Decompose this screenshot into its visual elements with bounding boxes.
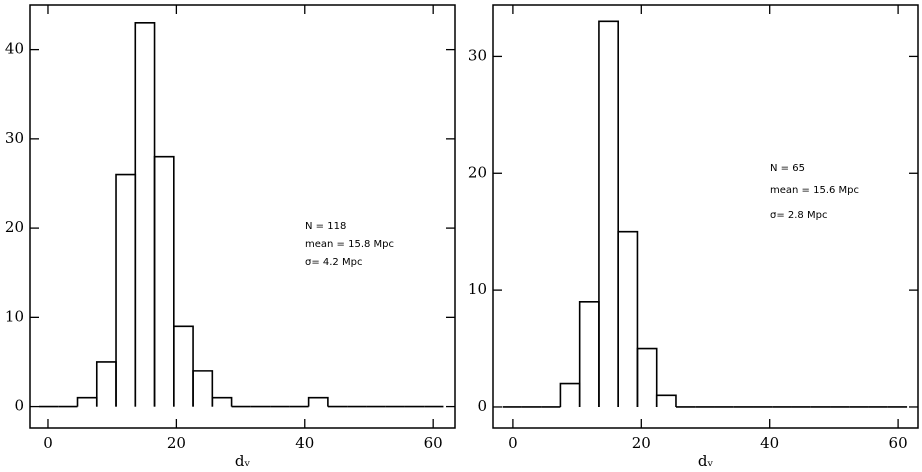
histogram-bar — [115, 173, 137, 407]
histogram-bar — [307, 396, 329, 407]
histogram-bar — [134, 22, 156, 407]
histogram-bar — [211, 396, 233, 407]
histogram-bar — [559, 382, 581, 407]
histogram-bar — [617, 230, 639, 407]
plot-frame — [492, 4, 919, 429]
histogram-bar — [655, 394, 677, 407]
histogram-bar — [636, 347, 658, 407]
y-tick-label: 30 — [468, 46, 487, 64]
x-tick-label: 0 — [508, 434, 518, 452]
x-tick-label: 0 — [43, 434, 53, 452]
y-tick-label: 30 — [5, 129, 24, 147]
y-tick-label: 40 — [5, 40, 24, 58]
annotation: σ= 2.8 Mpc — [770, 210, 827, 221]
y-tick-label: 20 — [468, 163, 487, 181]
x-tick-label: 20 — [167, 434, 186, 452]
x-axis-label: dᵥ — [698, 452, 714, 470]
y-tick-label: 20 — [5, 218, 24, 236]
y-tick-label: 0 — [477, 397, 487, 415]
histogram-bar — [95, 361, 117, 407]
x-tick-label: 20 — [632, 434, 651, 452]
histogram-bar — [578, 301, 600, 407]
annotation: mean = 15.6 Mpc — [770, 185, 859, 196]
x-tick-label: 40 — [760, 434, 779, 452]
histogram-bar — [76, 396, 98, 407]
x-tick-label: 60 — [889, 434, 908, 452]
x-axis-label: dᵥ — [235, 452, 251, 470]
y-tick-label: 10 — [468, 280, 487, 298]
y-tick-label: 10 — [5, 307, 24, 325]
histogram-bar — [153, 155, 175, 407]
histogram-bar — [598, 20, 619, 407]
annotation: N = 65 — [770, 163, 805, 174]
histogram-bar — [173, 325, 194, 407]
x-tick-label: 60 — [424, 434, 443, 452]
x-tick-label: 40 — [295, 434, 314, 452]
plot-frame — [29, 4, 456, 429]
y-tick-label: 0 — [14, 397, 24, 415]
annotation: σ= 4.2 Mpc — [305, 257, 362, 268]
histogram-bar — [192, 370, 214, 407]
annotation: mean = 15.8 Mpc — [305, 239, 394, 250]
annotation: N = 118 — [305, 221, 346, 232]
